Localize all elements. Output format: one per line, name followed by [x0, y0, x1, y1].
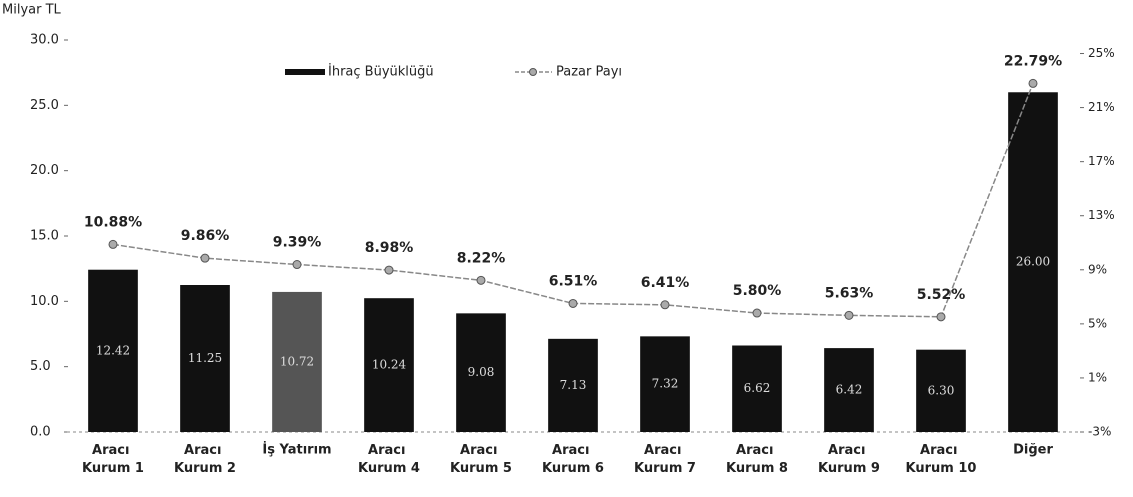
x-tick-line: Aracı	[920, 443, 962, 458]
y-tick-label: 25.0	[30, 98, 59, 113]
x-tick-line: Kurum 2	[174, 461, 236, 476]
line-marker	[844, 310, 854, 320]
line-value-label: 10.88%	[84, 214, 142, 230]
y-tick-label: 15.0	[30, 229, 59, 244]
x-tick-line: Kurum 7	[634, 461, 696, 476]
x-tick-line: Aracı	[644, 443, 686, 458]
line-value-label: 5.80%	[733, 283, 782, 299]
line-marker	[292, 260, 302, 270]
line-marker	[660, 300, 670, 310]
y2-tick-label: 25%	[1088, 46, 1115, 60]
line-value-label: 6.51%	[549, 273, 598, 289]
y2-tick-label: 9%	[1088, 262, 1107, 276]
line-value-label: 9.86%	[181, 228, 230, 244]
y-tick-label: 20.0	[30, 163, 59, 178]
x-tick-line: Kurum 6	[542, 461, 604, 476]
line-marker	[384, 265, 394, 275]
y2-tick-label: 5%	[1088, 316, 1107, 330]
bar	[272, 291, 322, 432]
x-tick-line: Aracı	[736, 443, 778, 458]
bar-value-label: 6.30	[928, 383, 955, 397]
x-tick-line: Kurum 4	[358, 461, 420, 476]
y-axis-label: Milyar TL	[2, 3, 62, 18]
line-marker	[936, 312, 946, 322]
x-tick-label: İş Yatırım	[262, 442, 331, 458]
bar	[180, 285, 230, 432]
bar-value-label: 10.24	[372, 358, 407, 372]
bar	[916, 349, 966, 432]
x-tick-label: Aracı Kurum 1	[82, 443, 144, 476]
bar	[548, 338, 598, 432]
bar-value-label: 9.08	[468, 365, 495, 379]
bar	[732, 345, 782, 432]
bar-value-label: 7.13	[560, 378, 587, 392]
x-tick-label: Aracı Kurum 5	[450, 443, 512, 476]
legend-marker	[529, 68, 537, 76]
line-marker	[752, 308, 762, 318]
x-tick-line: Kurum 10	[906, 461, 977, 476]
x-tick-line: Kurum 9	[818, 461, 880, 476]
legend-label: İhraç Büyüklüğü	[328, 64, 434, 80]
bar-value-label: 6.62	[744, 381, 771, 395]
x-tick-label: Aracı Kurum 9	[818, 443, 880, 476]
x-tick-label: Aracı Kurum 2	[174, 443, 236, 476]
bar	[824, 348, 874, 432]
bar	[88, 269, 138, 432]
y-tick-label: 5.0	[30, 359, 51, 374]
legend-label: Pazar Payı	[556, 65, 622, 80]
bar-value-label: 11.25	[188, 351, 222, 365]
bar-value-label: 10.72	[280, 354, 314, 368]
x-tick-line: Aracı	[552, 443, 594, 458]
bar	[364, 298, 414, 432]
line-value-label: 6.41%	[641, 275, 690, 291]
y2-tick-label: 1%	[1088, 370, 1107, 384]
line-value-label: 8.22%	[457, 250, 506, 266]
x-tick-line: Kurum 5	[450, 461, 512, 476]
x-tick-line: Aracı	[184, 443, 226, 458]
bar-value-label: 7.32	[652, 377, 679, 391]
x-tick-line: Aracı	[92, 443, 134, 458]
x-tick-line: Aracı	[460, 443, 502, 458]
x-tick-label: Aracı Kurum 10	[906, 443, 977, 476]
bar-value-label: 6.42	[836, 383, 863, 397]
line-marker	[568, 298, 578, 308]
legend-swatch	[285, 69, 325, 75]
line-value-label: 5.63%	[825, 285, 874, 301]
line-marker	[108, 239, 118, 249]
y2-tick-label: -3%	[1088, 425, 1111, 439]
x-tick-label: Diğer	[1013, 443, 1053, 458]
line-marker	[476, 275, 486, 285]
y-tick-label: 0.0	[30, 425, 51, 440]
line-value-label: 22.79%	[1004, 53, 1062, 69]
bar-value-label: 12.42	[96, 343, 130, 357]
bar-value-label: 26.00	[1016, 255, 1050, 269]
x-tick-label: Aracı Kurum 4	[358, 443, 420, 476]
line-value-label: 8.98%	[365, 240, 414, 256]
x-tick-line: Aracı	[828, 443, 870, 458]
x-tick-label: Aracı Kurum 8	[726, 443, 788, 476]
y2-tick-label: 21%	[1088, 100, 1115, 114]
y-tick-label: 10.0	[30, 294, 59, 309]
x-tick-line: Aracı	[368, 443, 410, 458]
x-tick-label: Aracı Kurum 6	[542, 443, 604, 476]
x-tick-label: Aracı Kurum 7	[634, 443, 696, 476]
line-marker	[1028, 78, 1038, 88]
line-value-label: 5.52%	[917, 287, 966, 303]
y2-tick-label: 13%	[1088, 208, 1115, 222]
x-tick-line: Kurum 8	[726, 461, 788, 476]
y-tick-label: 30.0	[30, 33, 59, 48]
line-value-label: 9.39%	[273, 235, 322, 251]
y2-tick-label: 17%	[1088, 154, 1115, 168]
x-tick-line: Kurum 1	[82, 461, 144, 476]
bar	[640, 336, 690, 432]
bar	[456, 313, 506, 432]
bar	[1008, 92, 1058, 433]
line-marker	[200, 253, 210, 263]
